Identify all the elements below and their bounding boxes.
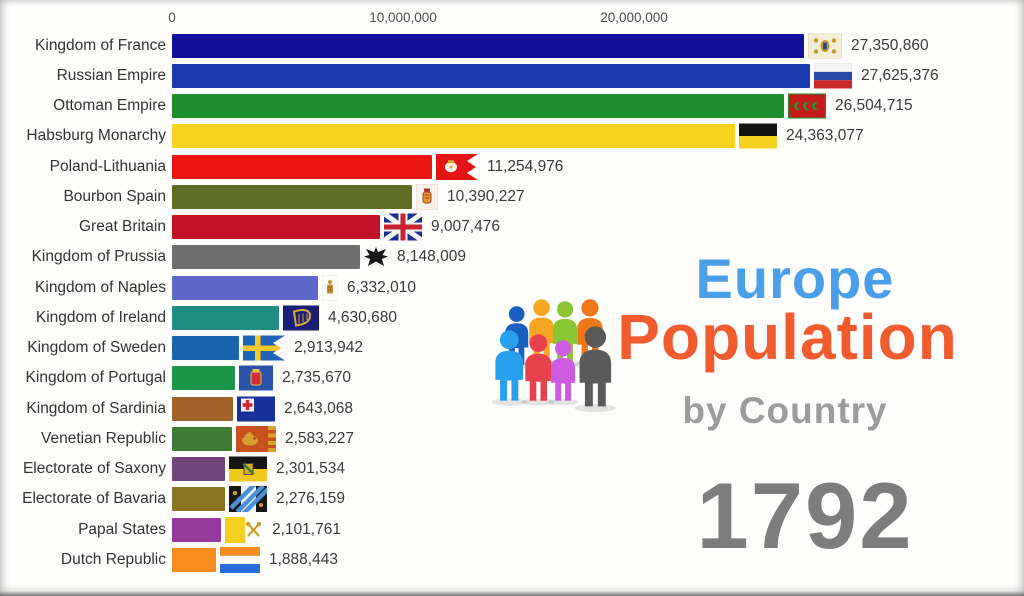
- great-britain-flag: [382, 211, 424, 243]
- venetian-republic-flag: [236, 425, 276, 452]
- population-value: 10,390,227: [447, 187, 525, 205]
- papal-states-flag: [225, 516, 263, 543]
- x-axis-tick: 20,000,000: [600, 10, 668, 25]
- population-value: 4,630,680: [328, 308, 397, 326]
- country-label: Kingdom of Portugal: [25, 369, 166, 387]
- electorate-of-saxony-flag: [229, 456, 267, 482]
- title-population: Population: [617, 301, 958, 373]
- electorate-of-bavaria-flag: [229, 482, 271, 516]
- population-bar: [172, 154, 432, 179]
- population-value: 2,583,227: [285, 429, 354, 447]
- population-bar: [172, 184, 412, 209]
- country-label: Papal States: [78, 520, 166, 538]
- country-label: Habsburg Monarchy: [26, 127, 166, 145]
- kingdom-of-sardinia-flag: [237, 396, 275, 421]
- poland-lithuania-flag: [436, 153, 478, 180]
- population-value: 2,276,159: [276, 490, 345, 508]
- population-bar: [172, 487, 225, 512]
- population-bar: [172, 63, 810, 88]
- people-group-icon: [492, 299, 616, 413]
- population-bar: [172, 94, 784, 118]
- ottoman-empire-flag: [787, 92, 827, 120]
- population-bar: [172, 124, 735, 149]
- population-bar: [172, 33, 804, 58]
- x-axis-tick: 0: [168, 10, 176, 25]
- country-label: Kingdom of Naples: [35, 278, 166, 296]
- title-by-country: by Country: [682, 390, 888, 431]
- population-value: 6,332,010: [347, 278, 416, 296]
- country-label: Venetian Republic: [41, 429, 166, 447]
- population-value: 1,888,443: [269, 550, 338, 568]
- country-label: Kingdom of France: [35, 36, 166, 54]
- population-bar: [172, 517, 221, 542]
- population-value: 9,007,476: [431, 218, 500, 235]
- country-label: Bourbon Spain: [63, 187, 166, 205]
- population-bar: [172, 426, 232, 451]
- population-bar: [172, 457, 225, 481]
- country-label: Dutch Republic: [60, 550, 166, 568]
- title-europe: Europe: [695, 247, 895, 310]
- russian-empire-flag: [813, 63, 853, 89]
- country-label: Electorate of Saxony: [22, 460, 166, 477]
- kingdom-of-sweden-flag: [243, 335, 285, 361]
- x-axis-tick: 10,000,000: [369, 10, 437, 25]
- population-value: 8,148,009: [397, 248, 466, 266]
- country-label: Russian Empire: [56, 66, 166, 84]
- country-label: Kingdom of Ireland: [35, 308, 166, 326]
- kingdom-of-ireland-flag: [282, 304, 320, 331]
- country-label: Kingdom of Sweden: [27, 339, 166, 356]
- population-value: 2,735,670: [282, 369, 351, 387]
- population-bar: [172, 336, 239, 360]
- year-display: 1792: [696, 463, 914, 568]
- population-bar: [172, 305, 279, 330]
- kingdom-of-portugal-flag: [239, 365, 273, 391]
- population-bar: [172, 215, 380, 239]
- bourbon-spain-flag: [415, 183, 439, 211]
- country-label: Poland-Lithuania: [49, 157, 166, 175]
- population-value: 2,101,761: [272, 520, 341, 538]
- dutch-republic-flag: [219, 546, 261, 573]
- population-value: 2,301,534: [276, 460, 345, 477]
- population-value: 11,254,976: [487, 157, 564, 175]
- country-label: Ottoman Empire: [53, 97, 166, 114]
- population-value: 2,643,068: [284, 399, 353, 417]
- population-value: 24,363,077: [786, 127, 864, 145]
- kingdom-of-france-flag: [807, 32, 843, 59]
- habsburg-monarchy-flag: [739, 123, 777, 149]
- population-bar: [172, 366, 235, 391]
- population-bar: [172, 275, 318, 300]
- population-bar: [172, 547, 216, 572]
- country-label: Electorate of Bavaria: [22, 490, 166, 508]
- population-value: 27,625,376: [861, 66, 939, 84]
- population-bar: [172, 396, 233, 421]
- country-label: Kingdom of Prussia: [31, 248, 166, 266]
- population-bar: [172, 245, 360, 270]
- population-value: 27,350,860: [851, 36, 929, 54]
- country-label: Kingdom of Sardinia: [26, 399, 166, 417]
- population-value: 2,913,942: [294, 339, 363, 356]
- kingdom-of-prussia-flag: [364, 244, 388, 271]
- country-label: Great Britain: [78, 218, 166, 235]
- kingdom-of-naples-flag: [321, 274, 339, 301]
- population-value: 26,504,715: [835, 97, 913, 114]
